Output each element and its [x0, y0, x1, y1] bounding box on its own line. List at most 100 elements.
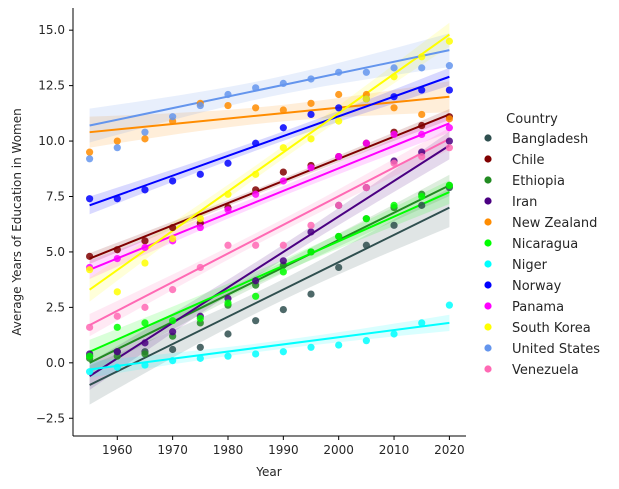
data-point-norway: [252, 139, 260, 147]
data-point-chile: [113, 246, 121, 254]
y-tick-label: 2.5: [46, 300, 65, 314]
data-point-new-zealand: [279, 106, 287, 114]
legend-marker-niger: [484, 260, 492, 268]
x-axis-label: Year: [255, 465, 281, 479]
y-tick-label: 0.0: [46, 356, 65, 370]
data-point-nicaragua: [307, 248, 315, 256]
regression-line-south-korea: [89, 33, 450, 291]
data-point-south-korea: [335, 117, 343, 125]
data-point-norway: [390, 93, 398, 101]
data-point-panama: [445, 124, 453, 132]
data-point-chile: [418, 121, 426, 130]
data-point-nicaragua: [169, 317, 177, 325]
data-point-niger: [307, 343, 315, 351]
data-point-norway: [279, 124, 287, 132]
data-point-venezuela: [307, 221, 315, 229]
data-point-bangladesh: [196, 343, 204, 351]
data-point-nicaragua: [418, 192, 426, 201]
data-point-panama: [141, 243, 149, 252]
data-point-united-states: [445, 62, 453, 70]
data-point-new-zealand: [390, 104, 398, 112]
legend-marker-south-korea: [484, 323, 492, 331]
data-point-venezuela: [252, 241, 260, 249]
legend-label-norway: Norway: [512, 279, 562, 294]
legend-label-bangladesh: Bangladesh: [512, 132, 588, 147]
data-point-venezuela: [335, 201, 343, 209]
data-point-new-zealand: [252, 104, 260, 112]
data-point-panama: [224, 206, 232, 214]
data-point-panama: [279, 177, 287, 185]
data-point-venezuela: [224, 241, 232, 249]
data-point-iran: [113, 348, 121, 356]
regression-line-panama: [89, 122, 450, 271]
data-point-south-korea: [141, 259, 149, 267]
data-point-venezuela: [390, 159, 398, 167]
data-point-south-korea: [196, 215, 204, 223]
data-point-chile: [141, 237, 149, 245]
data-point-panama: [252, 190, 260, 198]
data-point-venezuela: [169, 286, 177, 294]
x-tick-label: 1970: [157, 443, 188, 457]
data-point-nicaragua: [141, 319, 149, 327]
data-point-panama: [113, 254, 121, 263]
data-point-bangladesh: [169, 345, 177, 354]
data-point-south-korea: [224, 190, 232, 198]
data-point-bangladesh: [279, 305, 287, 314]
data-point-united-states: [113, 144, 121, 152]
legend-marker-bangladesh: [484, 134, 492, 142]
data-point-bangladesh: [335, 263, 343, 272]
data-point-niger: [418, 319, 426, 327]
data-point-new-zealand: [445, 115, 453, 123]
y-axis-label: Average Years of Education in Women: [10, 108, 24, 335]
data-point-new-zealand: [335, 90, 343, 99]
data-point-nicaragua: [279, 268, 287, 276]
legend-label-united-states: United States: [512, 342, 600, 357]
legend-label-chile: Chile: [512, 153, 545, 168]
data-point-south-korea: [169, 235, 177, 243]
legend-marker-venezuela: [484, 365, 492, 373]
legend-marker-ethiopia: [484, 176, 492, 184]
data-point-new-zealand: [141, 135, 149, 143]
data-point-bangladesh: [390, 221, 398, 229]
data-point-nicaragua: [113, 323, 121, 331]
data-point-venezuela: [113, 312, 121, 320]
legend-marker-iran: [484, 197, 492, 205]
data-point-niger: [252, 350, 260, 358]
data-point-nicaragua: [224, 299, 232, 307]
data-point-iran: [169, 328, 177, 336]
data-point-venezuela: [362, 184, 370, 192]
data-point-panama: [362, 139, 370, 147]
data-point-norway: [335, 104, 343, 112]
data-point-united-states: [335, 68, 343, 76]
data-point-south-korea: [418, 53, 426, 61]
data-point-nicaragua: [252, 292, 260, 300]
legend-marker-panama: [484, 302, 492, 310]
data-point-nicaragua: [390, 201, 398, 209]
data-point-norway: [141, 186, 149, 194]
data-point-panama: [196, 223, 204, 232]
legend-label-new-zealand: New Zealand: [512, 216, 597, 231]
data-point-new-zealand: [86, 148, 94, 156]
legend-marker-chile: [484, 155, 492, 163]
data-point-iran: [141, 339, 149, 347]
data-point-chile: [169, 223, 177, 232]
y-tick-label: 7.5: [46, 189, 65, 203]
regression-line-united-states: [89, 49, 450, 127]
regression-line-nicaragua: [89, 191, 450, 353]
regression-line-chile: [89, 113, 450, 260]
data-point-niger: [196, 354, 204, 362]
legend-marker-united-states: [484, 344, 492, 352]
data-point-niger: [113, 363, 121, 371]
data-point-new-zealand: [418, 110, 426, 119]
data-points: [86, 37, 453, 376]
data-point-bangladesh: [362, 241, 370, 249]
data-point-united-states: [169, 113, 177, 121]
x-tick-label: 2000: [323, 443, 354, 457]
data-point-panama: [307, 164, 315, 172]
data-point-new-zealand: [224, 101, 232, 110]
legend-title: Country: [506, 112, 558, 127]
y-tick-label: 12.5: [38, 79, 65, 93]
regression-line-niger: [89, 321, 450, 371]
data-point-venezuela: [445, 144, 453, 152]
regression-lines: [89, 33, 450, 386]
